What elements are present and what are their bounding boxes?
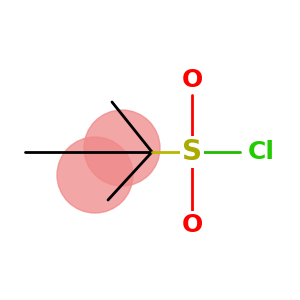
Text: O: O (182, 68, 203, 92)
Text: Cl: Cl (248, 140, 275, 164)
Circle shape (84, 110, 160, 186)
Text: O: O (182, 213, 203, 237)
Text: S: S (182, 138, 202, 166)
Circle shape (57, 137, 133, 213)
